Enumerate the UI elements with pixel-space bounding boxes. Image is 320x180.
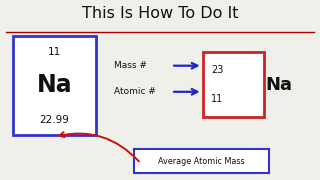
FancyBboxPatch shape xyxy=(134,149,269,173)
Text: Mass #: Mass # xyxy=(114,61,147,70)
FancyBboxPatch shape xyxy=(13,36,96,135)
Text: Na: Na xyxy=(265,76,292,94)
Text: 23: 23 xyxy=(211,65,224,75)
Text: Atomic #: Atomic # xyxy=(114,87,156,96)
Text: Average Atomic Mass: Average Atomic Mass xyxy=(158,157,245,166)
FancyBboxPatch shape xyxy=(203,52,264,117)
Text: Na: Na xyxy=(36,73,72,98)
Text: This Is How To Do It: This Is How To Do It xyxy=(82,6,238,21)
Text: 11: 11 xyxy=(48,47,61,57)
Text: 11: 11 xyxy=(211,94,223,104)
Text: 22.99: 22.99 xyxy=(39,115,69,125)
